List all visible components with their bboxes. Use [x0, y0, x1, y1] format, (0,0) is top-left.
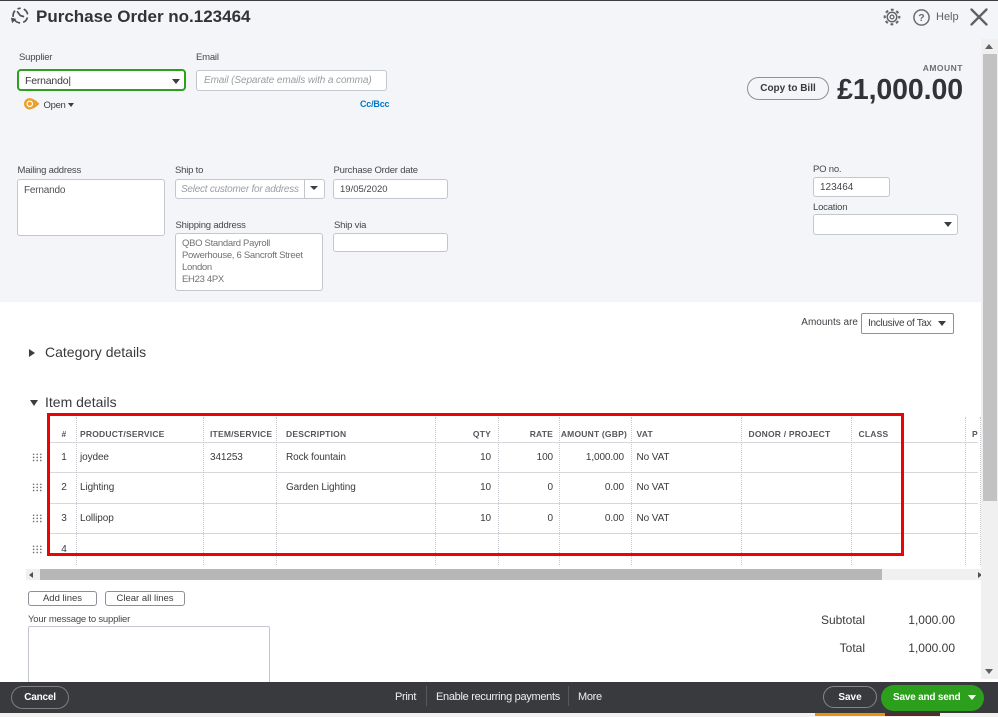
- svg-text:?: ?: [918, 12, 924, 24]
